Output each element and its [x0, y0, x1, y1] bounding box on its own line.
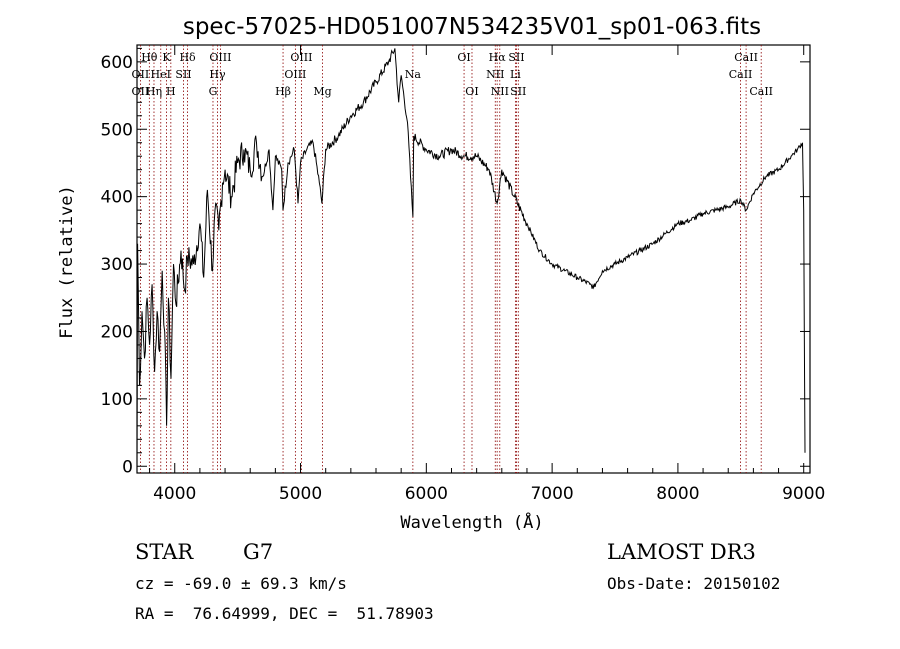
x-tick-label: 5000 — [279, 484, 322, 504]
x-tick-label: 7000 — [530, 484, 573, 504]
plot-area: Hθ OII OII K HeI Hη Hδ SII H OIII Hγ G OIII OIII Hβ Mg N… — [101, 44, 825, 504]
coordinates-text: RA = 76.64999, DEC = 51.78903 — [135, 604, 434, 623]
line-label: OII — [132, 68, 150, 81]
object-subclass: G7 — [243, 540, 274, 564]
line-label: SII — [508, 51, 524, 64]
y-tick-label: 400 — [101, 188, 133, 208]
line-label: OIII — [290, 51, 312, 64]
redshift-text: cz = -69.0 ± 69.3 km/s — [135, 574, 347, 593]
line-label: OIII — [209, 51, 231, 64]
line-label: Hδ — [179, 51, 196, 64]
chart-title: spec-57025-HD051007N534235V01_sp01-063.f… — [183, 14, 761, 40]
line-label: HeI — [151, 68, 171, 81]
line-label: OII — [132, 85, 150, 98]
line-label: Mg — [313, 85, 331, 98]
y-tick-label: 600 — [101, 53, 133, 73]
line-labels: Hθ OII OII K HeI Hη Hδ SII H OIII Hγ G OIII OIII Hβ Mg N… — [132, 51, 773, 98]
line-label: OIII — [284, 68, 306, 81]
line-label: Hη — [146, 85, 162, 98]
y-tick-label: 200 — [101, 322, 133, 342]
y-tick-label: 300 — [101, 255, 133, 275]
line-label: Na — [405, 68, 422, 81]
x-axis: 4000 5000 6000 7000 8000 9000 — [149, 45, 825, 504]
line-label: CaII — [734, 51, 758, 64]
x-axis-label: Wavelength (Å) — [400, 511, 543, 533]
line-label: CaII — [749, 85, 773, 98]
line-label: Hβ — [275, 85, 291, 98]
line-label: OI — [457, 51, 470, 64]
line-label: CaII — [729, 68, 753, 81]
line-label: NII — [486, 68, 504, 81]
obs-date-text: Obs-Date: 20150102 — [607, 574, 781, 593]
plot-frame — [136, 44, 811, 474]
line-label: G — [209, 85, 218, 98]
survey-name: LAMOST DR3 — [607, 540, 756, 564]
line-label: SII — [175, 68, 191, 81]
line-label: Hθ — [141, 51, 158, 64]
x-tick-label: 6000 — [405, 484, 448, 504]
line-label: SII — [510, 85, 526, 98]
line-label: OI — [465, 85, 478, 98]
line-label: K — [162, 51, 171, 64]
line-label: H — [166, 85, 176, 98]
spectrum-line — [136, 48, 806, 460]
line-markers — [139, 45, 762, 473]
line-label: Hα — [489, 51, 507, 64]
line-label: Hγ — [209, 68, 226, 81]
y-tick-label: 500 — [101, 120, 133, 140]
line-label: NII — [491, 85, 509, 98]
y-tick-label: 100 — [101, 390, 133, 410]
x-tick-label: 4000 — [153, 484, 196, 504]
object-class: STAR — [135, 540, 194, 564]
y-tick-label: 0 — [122, 457, 133, 477]
y-axis-label: Flux (relative) — [57, 185, 77, 339]
x-tick-label: 8000 — [656, 484, 699, 504]
line-label: Li — [510, 68, 521, 81]
x-tick-label: 9000 — [782, 484, 825, 504]
y-axis: 0 100 200 300 400 500 600 — [101, 47, 810, 477]
